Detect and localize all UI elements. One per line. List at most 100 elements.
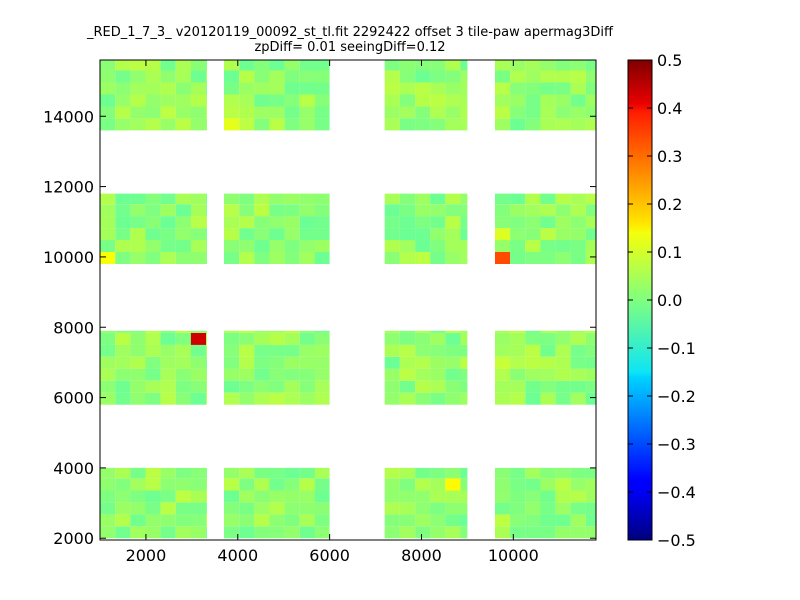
heatmap-cell: [555, 204, 571, 217]
heatmap-cell: [495, 193, 511, 205]
heatmap-cell: [399, 82, 416, 95]
heatmap-cell: [130, 514, 146, 527]
heatmap-cell: [460, 60, 468, 71]
heatmap-cell: [495, 514, 511, 527]
heatmap-cell: [445, 330, 461, 333]
heatmap-cell: [254, 228, 270, 241]
heatmap-cell: [525, 392, 541, 405]
heatmap-cell: [540, 344, 556, 357]
x-tick-label: 8000: [401, 546, 442, 565]
heatmap-cell: [206, 467, 207, 479]
heatmap-cell: [299, 526, 315, 539]
heatmap-cell: [445, 344, 461, 357]
heatmap-cell: [540, 82, 556, 95]
heatmap-cell: [570, 344, 586, 357]
heatmap-cell: [555, 106, 571, 119]
heatmap-cell: [190, 330, 207, 333]
x-tick-label: 2000: [126, 546, 167, 565]
heatmap-cell: [175, 502, 191, 515]
heatmap-cell: [585, 526, 596, 539]
heatmap-cell: [254, 332, 270, 345]
heatmap-cell: [284, 478, 300, 491]
heatmap-cell: [384, 82, 400, 95]
heatmap-cell: [525, 380, 541, 393]
heatmap-cell: [269, 380, 285, 393]
heatmap-cell: [224, 392, 240, 405]
heatmap-cell: [299, 252, 315, 264]
heatmap-cell: [145, 193, 161, 205]
heatmap-cell: [540, 94, 556, 107]
heatmap-cell: [525, 368, 541, 381]
heatmap-cell: [570, 106, 586, 119]
heatmap-cell: [206, 216, 207, 229]
heatmap-cell: [254, 344, 270, 357]
heatmap-cell: [269, 502, 285, 515]
heatmap-cell: [495, 252, 511, 264]
heatmap-cell: [224, 502, 240, 515]
heatmap-cell: [284, 356, 300, 369]
heatmap-cell: [460, 240, 468, 252]
heatmap-cell: [460, 82, 468, 95]
heatmap-cell: [115, 252, 131, 264]
heatmap-cell: [100, 228, 116, 241]
heatmap-cell: [314, 228, 330, 241]
heatmap-cell: [430, 380, 446, 393]
heatmap-cell: [100, 60, 116, 71]
heatmap-cell: [254, 60, 270, 71]
heatmap-cell: [384, 356, 400, 369]
heatmap-cell: [100, 216, 116, 229]
heatmap-cell: [190, 356, 207, 369]
heatmap-cell: [314, 502, 330, 515]
heatmap-cell: [314, 252, 330, 264]
heatmap-cell: [254, 502, 270, 515]
heatmap-cell: [555, 228, 571, 241]
heatmap-cell: [175, 526, 191, 539]
heatmap-cell: [384, 467, 400, 479]
colorbar-tick-label: −0.3: [657, 435, 696, 454]
heatmap-cell: [190, 490, 207, 503]
heatmap-cell: [314, 94, 330, 107]
heatmap-cell: [430, 356, 446, 369]
heatmap-cell: [239, 478, 255, 491]
heatmap-cell: [430, 332, 446, 345]
heatmap-cell: [269, 368, 285, 381]
heatmap-cell: [254, 193, 270, 205]
heatmap-cell: [206, 252, 207, 264]
heatmap-cell: [254, 240, 270, 252]
heatmap-cell: [190, 392, 207, 405]
heatmap-cell: [415, 60, 431, 71]
heatmap-cell: [145, 344, 161, 357]
heatmap-cell: [254, 392, 270, 405]
heatmap-cell: [130, 368, 146, 381]
heatmap-cell: [445, 356, 461, 369]
heatmap-cell: [175, 228, 191, 241]
heatmap-cell: [415, 478, 431, 491]
heatmap-cell: [555, 240, 571, 252]
heatmap-cell: [399, 252, 416, 264]
heatmap-cell: [495, 356, 511, 369]
heatmap-cell: [100, 514, 116, 527]
heatmap-cell: [115, 94, 131, 107]
heatmap-cell: [224, 70, 240, 83]
heatmap-cell: [160, 82, 176, 95]
heatmap-cell: [460, 514, 468, 527]
heatmap-cell: [100, 82, 116, 95]
heatmap-cell: [299, 82, 315, 95]
heatmap-cell: [115, 193, 131, 205]
heatmap-cell: [175, 82, 191, 95]
heatmap-cell: [145, 82, 161, 95]
heatmap-cell: [495, 228, 511, 241]
heatmap-cell: [269, 526, 285, 539]
heatmap-cell: [130, 478, 146, 491]
heatmap-cell: [540, 368, 556, 381]
heatmap-cell: [415, 82, 431, 95]
heatmap-cell: [570, 368, 586, 381]
colorbar-tick-label: 0.0: [657, 291, 682, 310]
heatmap-cell: [570, 82, 586, 95]
heatmap-cell: [460, 94, 468, 107]
heatmap-cell: [175, 60, 191, 71]
heatmap-cell: [555, 478, 571, 491]
heatmap-cell: [115, 204, 131, 217]
chart-title: _RED_1_7_3_ v20120119_00092_st_tl.fit 22…: [87, 25, 613, 40]
heatmap-cell: [299, 392, 315, 405]
